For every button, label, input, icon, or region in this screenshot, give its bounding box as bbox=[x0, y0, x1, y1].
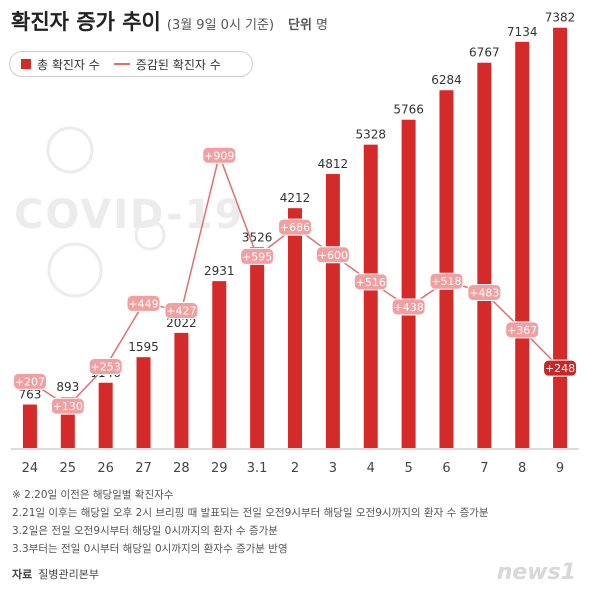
source-value: 질병관리본부 bbox=[38, 568, 99, 581]
note-line: 3.3부터는 전일 0시부터 해당일 0시까지의 환자수 증가분 반영 bbox=[12, 543, 288, 555]
x-tick-label: 26 bbox=[97, 461, 114, 476]
increase-point-box bbox=[12, 372, 47, 390]
increase-point-box bbox=[429, 272, 464, 290]
x-tick-label: 4 bbox=[367, 461, 375, 476]
bar-total bbox=[174, 332, 189, 448]
x-tick-label: 28 bbox=[173, 461, 190, 476]
increase-point-box bbox=[505, 321, 540, 339]
chart-title: 확진자 증가 추이 bbox=[11, 10, 161, 34]
increase-point-box bbox=[353, 273, 388, 291]
chart-area: 7638931146159520222931352642124812532857… bbox=[11, 11, 579, 476]
increase-value-label: +686 bbox=[280, 221, 310, 234]
bar-total bbox=[136, 357, 151, 448]
increase-value-label: +518 bbox=[431, 275, 461, 288]
x-tick-label: 5 bbox=[404, 461, 412, 476]
increase-value-label: +600 bbox=[318, 249, 348, 262]
bar-total bbox=[477, 62, 492, 449]
increase-value-label: +438 bbox=[393, 301, 423, 314]
unit-key: 단위 bbox=[288, 18, 312, 33]
unit-value: 명 bbox=[315, 18, 328, 33]
x-tick-label: 27 bbox=[135, 461, 152, 476]
chart-subtitle: (3월 9일 0시 기준) bbox=[166, 18, 275, 33]
bar-value-label: 3526 bbox=[242, 230, 273, 244]
increase-value-label: +248 bbox=[545, 362, 575, 375]
increase-value-label: +130 bbox=[53, 400, 83, 413]
bar-total bbox=[212, 281, 227, 448]
bar-value-label: 5766 bbox=[393, 103, 424, 117]
unit-label: 단위 명 bbox=[288, 14, 328, 33]
increase-point-box bbox=[164, 302, 199, 320]
increase-point-box bbox=[240, 247, 275, 265]
bar-value-label: 6767 bbox=[469, 46, 500, 60]
bar-total bbox=[250, 247, 265, 448]
bar-value-label: 4212 bbox=[280, 191, 311, 205]
increase-point-box bbox=[278, 218, 312, 236]
bar-total bbox=[363, 144, 378, 449]
legend-bar-swatch bbox=[21, 59, 31, 69]
legend-line-label: 증감된 확진자 수 bbox=[135, 57, 221, 72]
increase-point-box bbox=[315, 246, 350, 264]
source: 자료 질병관리본부 bbox=[12, 566, 99, 582]
title-row: 확진자 증가 추이 (3월 9일 0시 기준) 단위 명 bbox=[11, 6, 328, 36]
x-tick-label: 29 bbox=[211, 461, 228, 476]
increase-point-box bbox=[467, 283, 502, 301]
x-tick-label: 24 bbox=[22, 461, 39, 476]
news1-logo: news1 bbox=[496, 560, 576, 585]
bar-value-label: 5328 bbox=[355, 128, 386, 142]
note-line: 3.2일은 전일 오전9시부터 해당일 0시까지의 환자 수 증가분 bbox=[12, 525, 278, 537]
bar-value-label: 2022 bbox=[166, 316, 197, 330]
notes: ※ 2.20일 이전은 해당일별 확진자수 2.21일 이후는 해당일 오후 2… bbox=[12, 486, 489, 558]
legend: 총 확진자 수 증감된 확진자 수 bbox=[9, 51, 253, 77]
x-tick-label: 25 bbox=[60, 461, 77, 476]
bar-value-label: 4812 bbox=[318, 157, 349, 171]
bar-total bbox=[325, 174, 340, 448]
increase-value-label: +449 bbox=[128, 297, 158, 310]
x-tick-label: 6 bbox=[442, 461, 450, 476]
note-line: ※ 2.20일 이전은 해당일별 확진자수 bbox=[12, 489, 174, 501]
x-tick-label: 3.1 bbox=[247, 461, 268, 476]
increase-value-label: +207 bbox=[15, 375, 45, 388]
legend-line-swatch bbox=[113, 63, 130, 65]
x-tick-label: 3 bbox=[329, 461, 337, 476]
increase-point-box bbox=[202, 146, 237, 164]
increase-point-box bbox=[126, 294, 161, 312]
virus-icon bbox=[134, 219, 166, 251]
bar-total bbox=[401, 119, 416, 448]
note-line: 2.21일 이후는 해당일 오후 2시 브리핑 때 발표되는 전일 오전9시부터… bbox=[12, 507, 489, 519]
bar-total bbox=[22, 404, 37, 448]
increase-value-label: +516 bbox=[356, 276, 386, 289]
bar-value-label: 7382 bbox=[545, 11, 576, 25]
increase-value-label: +427 bbox=[166, 305, 196, 318]
virus-icon bbox=[47, 242, 103, 298]
virus-icon bbox=[46, 126, 94, 174]
source-label: 자료 bbox=[12, 568, 33, 581]
bar-total bbox=[553, 27, 568, 448]
increase-value-label: +483 bbox=[469, 286, 499, 299]
bar-value-label: 1595 bbox=[128, 340, 159, 354]
increase-value-label: +253 bbox=[91, 361, 121, 374]
increase-value-label: +595 bbox=[242, 250, 272, 263]
increase-value-label: +909 bbox=[204, 149, 234, 162]
increase-point-box bbox=[50, 397, 85, 415]
bar-value-label: 2931 bbox=[204, 264, 235, 278]
x-tick-label: 2 bbox=[291, 461, 299, 476]
bar-total bbox=[439, 90, 454, 449]
bar-value-label: 7134 bbox=[507, 25, 538, 39]
bar-value-label: 763 bbox=[18, 388, 41, 402]
bar-total bbox=[288, 208, 302, 448]
increase-value-label: +367 bbox=[507, 324, 537, 337]
x-tick-label: 8 bbox=[518, 461, 526, 476]
bar-total bbox=[98, 382, 113, 448]
x-tick-label: 9 bbox=[556, 461, 564, 476]
increase-point-box bbox=[391, 298, 426, 316]
increase-point-box bbox=[543, 359, 578, 377]
increase-point-box bbox=[88, 358, 123, 376]
legend-bar-label: 총 확진자 수 bbox=[37, 57, 100, 72]
bar-total bbox=[515, 41, 530, 449]
bar-value-label: 893 bbox=[56, 380, 79, 394]
x-tick-label: 7 bbox=[480, 461, 488, 476]
bar-value-label: 6284 bbox=[431, 73, 462, 87]
